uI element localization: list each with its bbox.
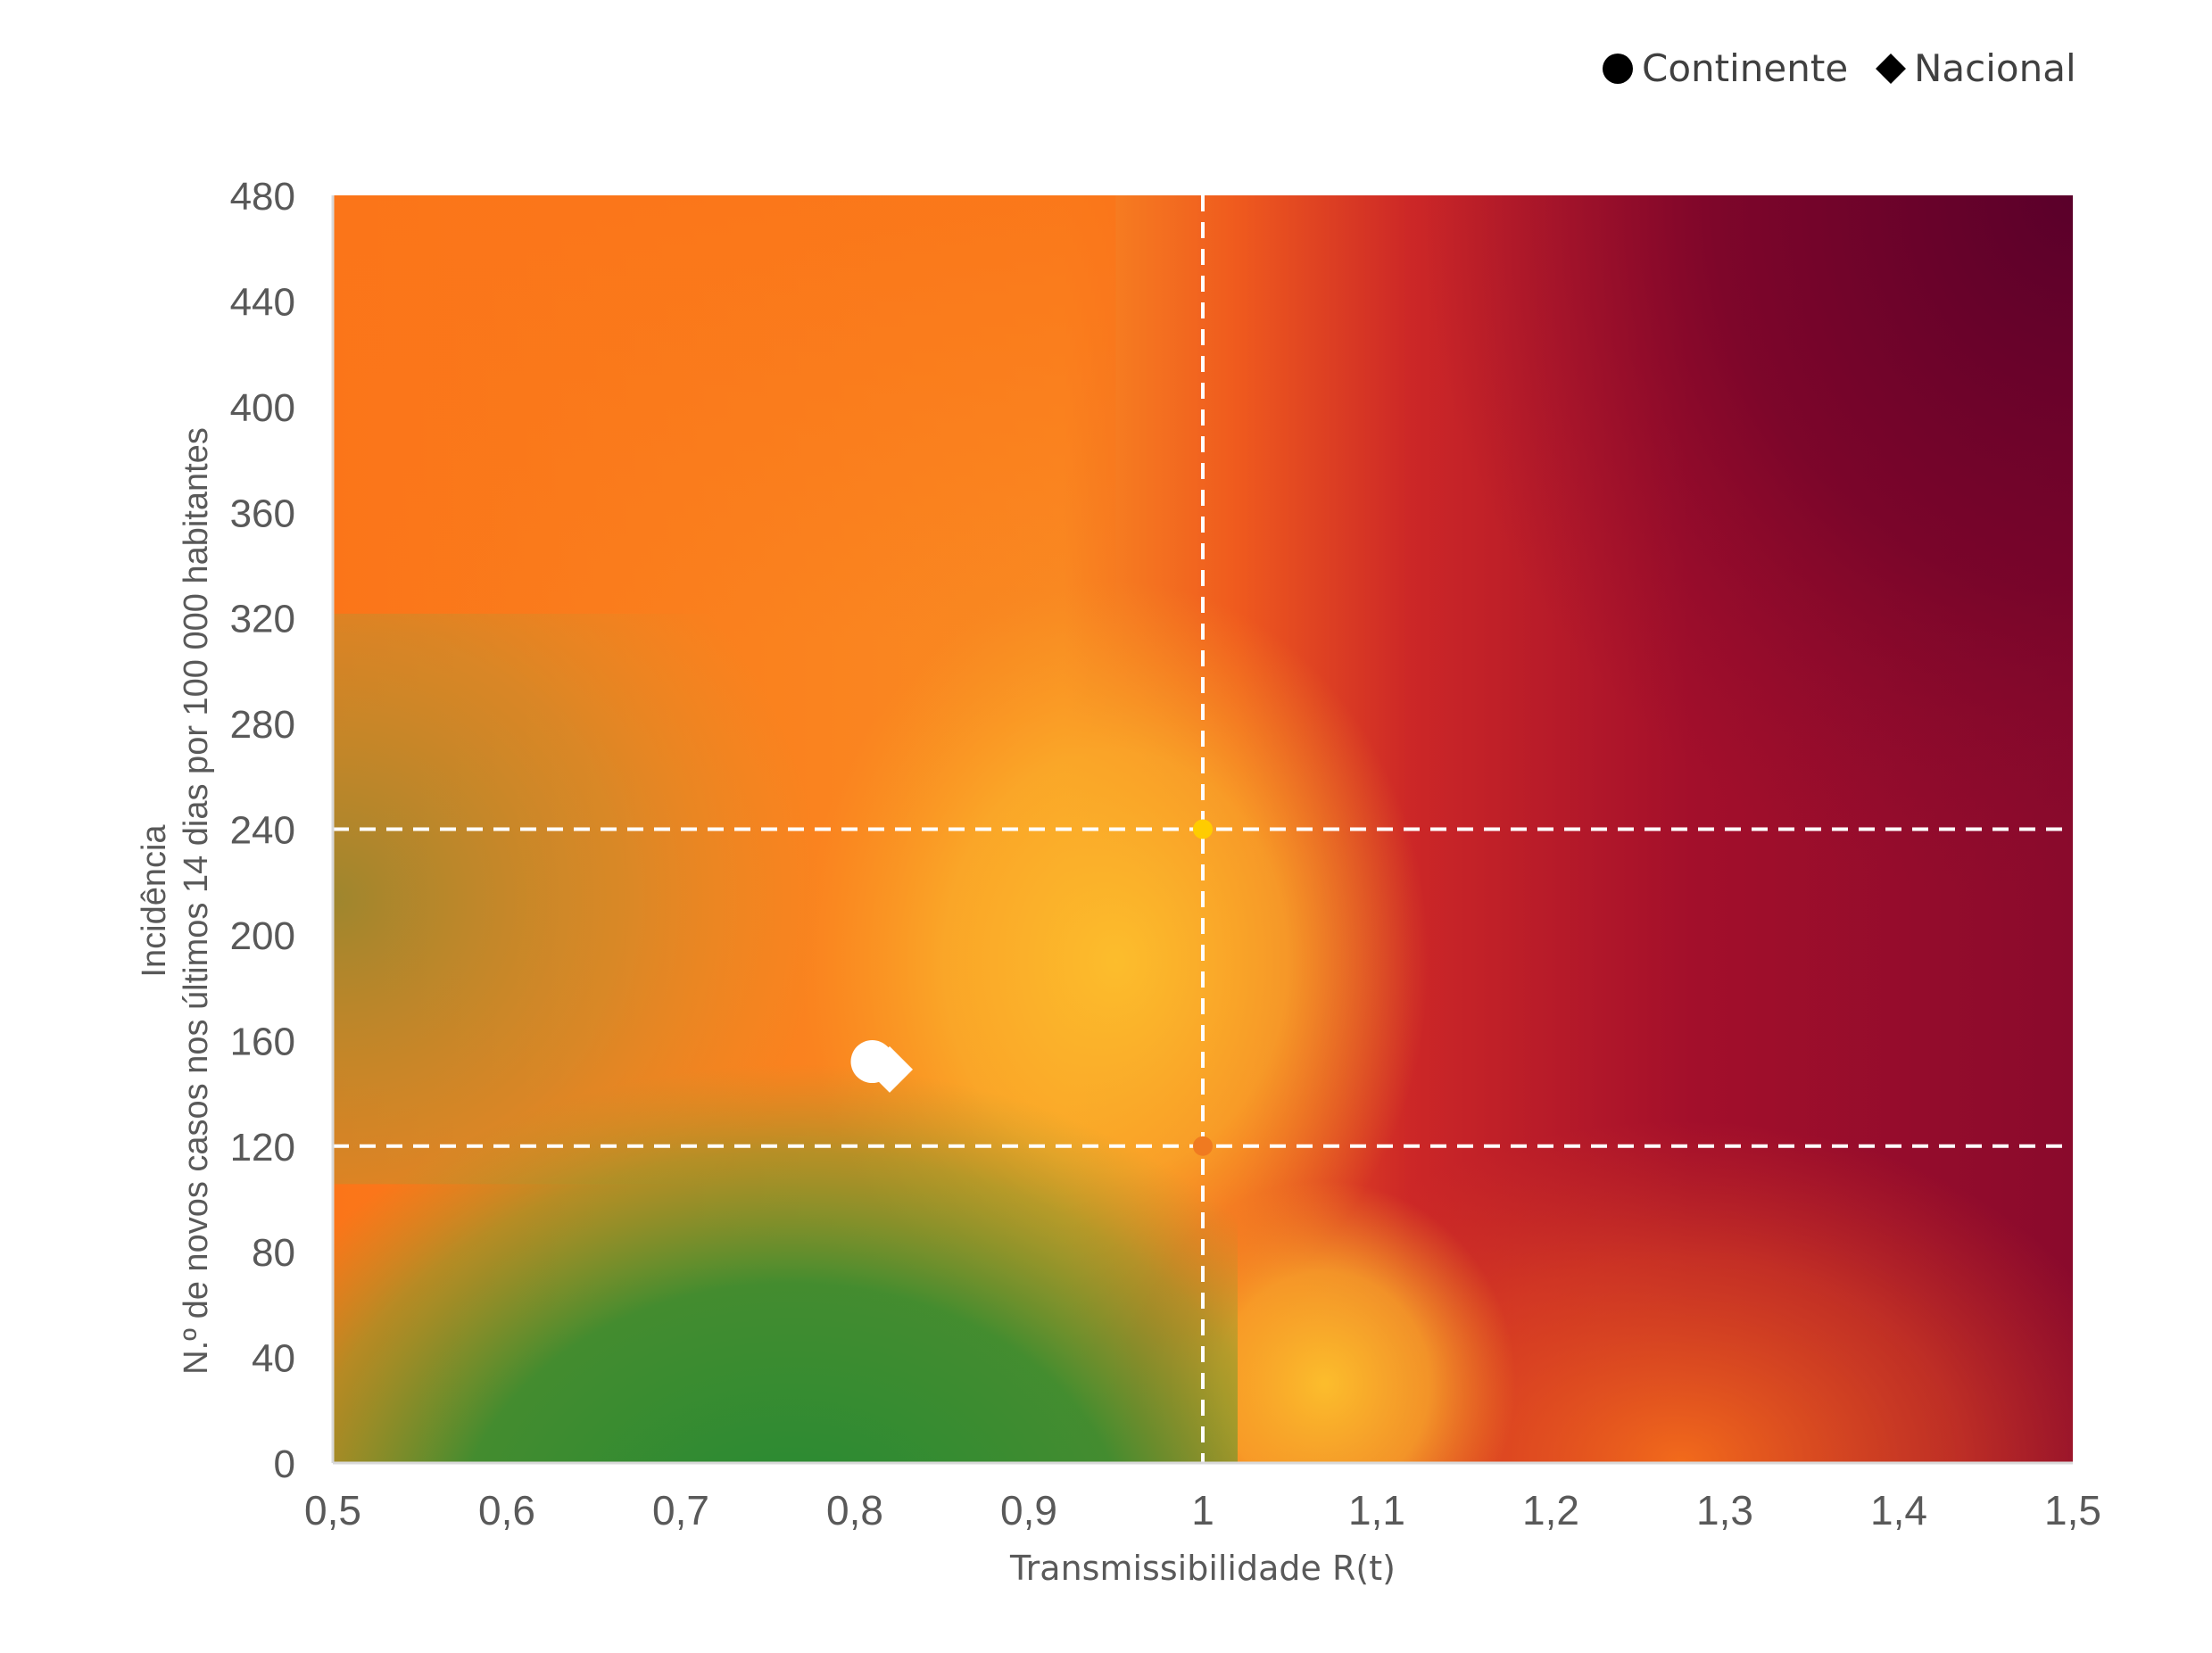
x-tick-label: 0,6 bbox=[478, 1487, 535, 1533]
y-tick-label: 40 bbox=[252, 1337, 295, 1381]
marker-nacional bbox=[866, 1046, 913, 1093]
x-tick-label: 1,4 bbox=[1870, 1487, 1927, 1533]
y-tick-label: 360 bbox=[230, 492, 295, 535]
x-tick-label: 0,8 bbox=[826, 1487, 883, 1533]
y-axis-label-line2: N.º de novos casos nos últimos 14 dias p… bbox=[178, 427, 215, 1375]
legend: Continente Nacional bbox=[1603, 46, 2076, 90]
x-tick-label: 1 bbox=[1191, 1487, 1214, 1533]
legend-nacional-marker bbox=[1876, 54, 1906, 84]
threshold-marker bbox=[1193, 1136, 1213, 1156]
y-tick-label: 0 bbox=[274, 1442, 295, 1486]
x-tick-label: 0,7 bbox=[652, 1487, 709, 1533]
x-tick-label: 1,3 bbox=[1696, 1487, 1753, 1533]
x-axis-label: Transmissibilidade R(t) bbox=[1009, 1549, 1396, 1588]
y-tick-label: 200 bbox=[230, 914, 295, 958]
y-tick-label: 80 bbox=[252, 1231, 295, 1275]
x-tick-label: 1,1 bbox=[1348, 1487, 1405, 1533]
legend-nacional-label: Nacional bbox=[1914, 46, 2076, 90]
y-tick-label: 320 bbox=[230, 598, 295, 641]
bg-green-layer bbox=[333, 765, 1238, 1463]
y-axis-label-line1: Incidência bbox=[136, 824, 173, 978]
y-tick-label: 480 bbox=[230, 175, 295, 219]
x-tick-label: 1,2 bbox=[1522, 1487, 1579, 1533]
axes: 0,5 0,6 0,7 0,8 0,9 1 1,1 1,2 1,3 1,4 1,5 0 40 80 120 1… bbox=[230, 175, 2101, 1533]
threshold-marker bbox=[1193, 819, 1213, 839]
y-tick-label: 120 bbox=[230, 1126, 295, 1169]
y-tick-label: 240 bbox=[230, 809, 295, 853]
x-tick-label: 0,5 bbox=[304, 1487, 361, 1533]
legend-continente-marker bbox=[1603, 54, 1633, 84]
legend-continente-label: Continente bbox=[1642, 46, 1848, 90]
y-tick-label: 400 bbox=[230, 386, 295, 430]
y-tick-label: 440 bbox=[230, 280, 295, 324]
risk-gradient-background bbox=[333, 195, 2073, 1463]
x-tick-label: 0,9 bbox=[1000, 1487, 1057, 1533]
bg-top-orange-layer bbox=[333, 195, 1116, 640]
y-tick-label: 280 bbox=[230, 703, 295, 747]
y-tick-label: 160 bbox=[230, 1020, 295, 1063]
data-markers bbox=[850, 819, 1213, 1156]
x-tick-label: 1,5 bbox=[2044, 1487, 2101, 1533]
